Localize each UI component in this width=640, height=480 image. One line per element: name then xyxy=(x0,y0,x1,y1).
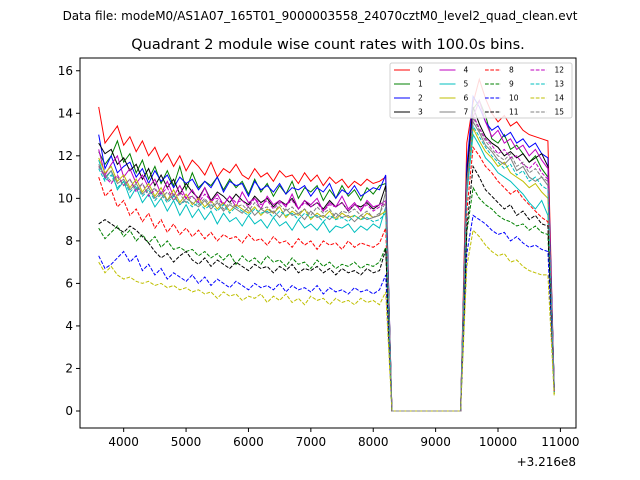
legend-label: 14 xyxy=(555,94,565,103)
x-tick-label: 9000 xyxy=(420,435,451,449)
legend-label: 4 xyxy=(464,66,469,75)
series-line-7 xyxy=(98,120,555,412)
y-tick-label: 14 xyxy=(58,106,73,120)
series-line-3 xyxy=(98,106,555,412)
legend-label: 15 xyxy=(555,108,565,117)
x-axis: 4000 5000 6000 7000 8000 9000 10000 11000 xyxy=(108,428,579,449)
series-line-14 xyxy=(98,229,555,412)
series-line-13 xyxy=(98,124,555,412)
y-axis: 0 2 4 6 8 10 12 14 16 xyxy=(58,64,80,418)
x-tick-label: 11000 xyxy=(541,435,579,449)
legend-label: 1 xyxy=(418,80,423,89)
x-tick-label: 4000 xyxy=(108,435,139,449)
axes-frame xyxy=(79,57,577,429)
plot-area xyxy=(98,77,555,412)
y-tick-label: 0 xyxy=(65,404,73,418)
series-line-9 xyxy=(98,186,555,412)
x-tick-label: 8000 xyxy=(358,435,389,449)
y-tick-label: 16 xyxy=(58,64,73,78)
legend-label: 6 xyxy=(464,94,469,103)
series-line-5 xyxy=(98,133,555,412)
y-tick-label: 12 xyxy=(58,149,73,163)
x-tick-label: 10000 xyxy=(479,435,517,449)
y-tick-label: 8 xyxy=(65,234,73,248)
x-tick-label: 7000 xyxy=(296,435,327,449)
legend-label: 9 xyxy=(509,80,514,89)
chart-title: Quadrant 2 module wise count rates with … xyxy=(131,37,525,53)
x-tick-label: 6000 xyxy=(233,435,264,449)
legend-label: 2 xyxy=(418,94,423,103)
legend-label: 10 xyxy=(509,94,519,103)
legend-label: 7 xyxy=(464,108,469,117)
legend-label: 8 xyxy=(509,66,514,75)
legend-label: 3 xyxy=(418,108,423,117)
legend-label: 13 xyxy=(555,80,565,89)
series-line-15 xyxy=(98,115,555,412)
y-tick-label: 10 xyxy=(58,191,73,205)
x-tick-label: 5000 xyxy=(171,435,202,449)
series-layer xyxy=(98,77,555,412)
y-tick-label: 2 xyxy=(65,361,73,375)
suptitle: Data file: modeM0/AS1A07_165T01_90000035… xyxy=(63,9,578,23)
series-line-6 xyxy=(98,126,555,412)
y-tick-label: 4 xyxy=(65,319,73,333)
series-line-8 xyxy=(98,145,555,412)
legend-label: 0 xyxy=(418,66,423,75)
series-line-11 xyxy=(98,164,555,412)
legend-label: 5 xyxy=(464,80,469,89)
legend-label: 11 xyxy=(509,108,519,117)
y-tick-label: 6 xyxy=(65,276,73,290)
series-line-10 xyxy=(98,214,555,412)
legend-label: 12 xyxy=(555,66,565,75)
legend-box xyxy=(389,62,573,119)
x-offset-label: +3.216e8 xyxy=(517,455,576,469)
